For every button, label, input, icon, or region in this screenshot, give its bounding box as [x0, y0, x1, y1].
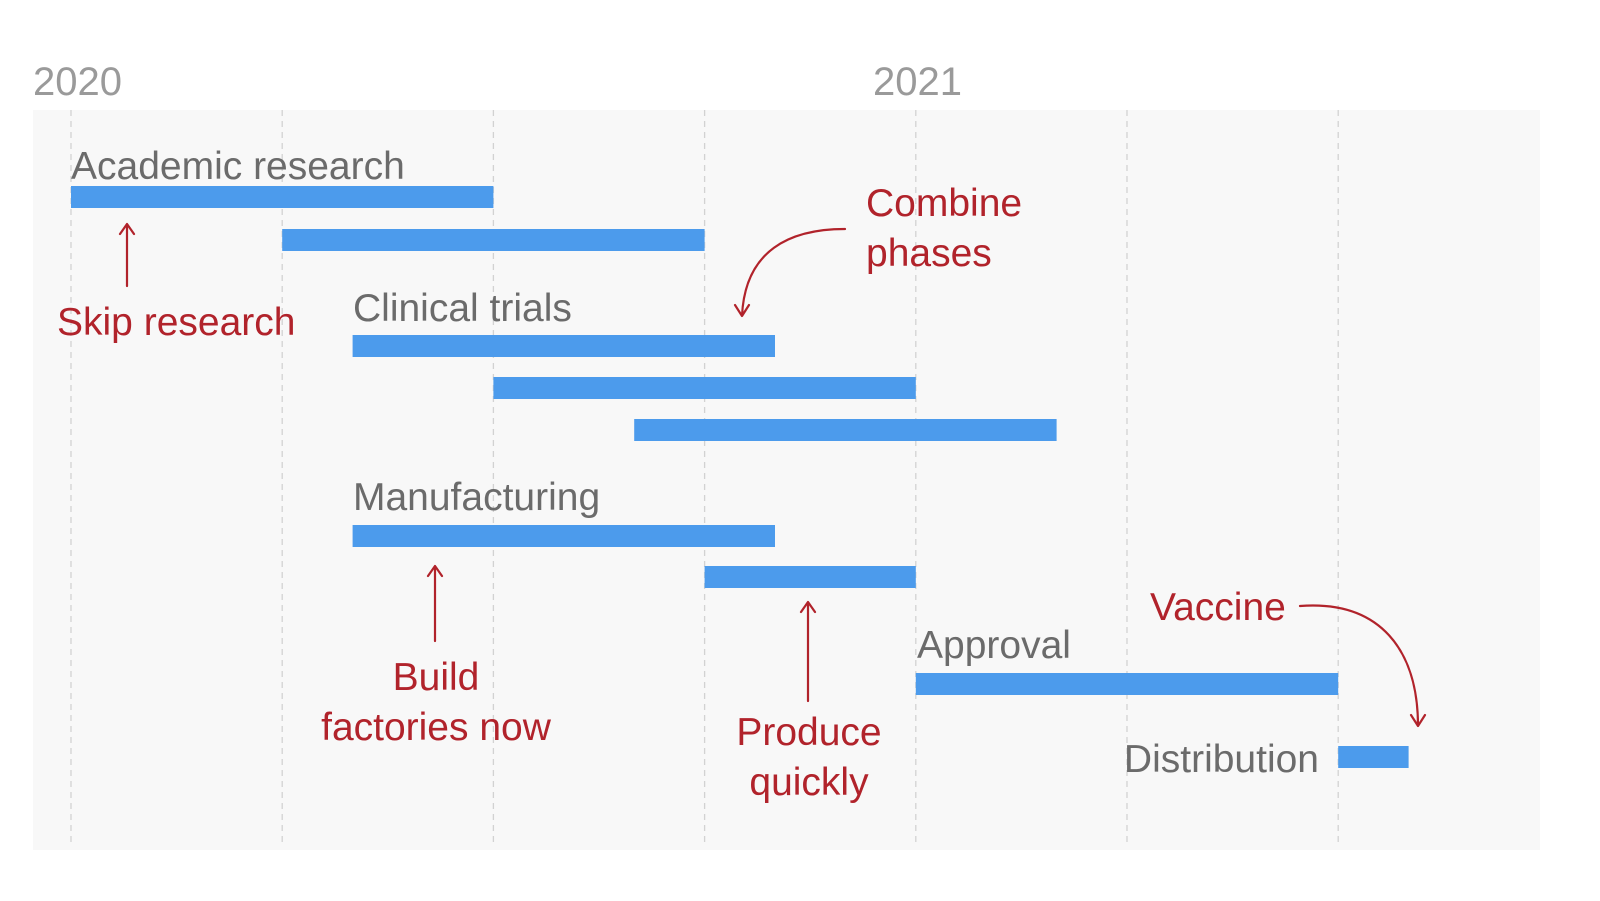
category-label: Manufacturing	[353, 476, 600, 519]
timeline-bar	[634, 419, 1057, 441]
annotation-text: factories now	[321, 706, 552, 749]
annotation-text: phases	[866, 232, 992, 275]
annotation-text: Build	[393, 656, 480, 699]
annotation-arrow	[118, 222, 136, 288]
annotations: Skip research Combine phases Build factories…	[57, 182, 1286, 804]
annotation-arrow	[426, 564, 444, 643]
timeline-bar	[915, 673, 1339, 695]
bars	[71, 186, 1409, 768]
timeline-bar	[704, 566, 916, 588]
timeline-bar	[352, 525, 775, 547]
annotation-text: Vaccine	[1150, 586, 1286, 629]
category-labels: Academic research Clinical trials Manufact…	[71, 145, 1319, 781]
timeline-bar	[1338, 746, 1409, 768]
annotation-text: Produce	[736, 711, 881, 754]
timeline-bar	[352, 335, 775, 357]
annotation-text: Combine	[866, 182, 1022, 225]
timeline-bar	[282, 229, 705, 251]
year-tick-label: 2021	[873, 60, 962, 104]
year-tick-label: 2020	[33, 60, 122, 104]
annotation-arrow	[733, 227, 847, 318]
category-label: Approval	[917, 624, 1071, 667]
annotation-arrow	[799, 600, 817, 703]
category-label: Clinical trials	[353, 287, 572, 330]
timeline-bar	[71, 186, 494, 208]
annotation-arrows	[118, 222, 1427, 728]
annotation-text: quickly	[749, 761, 869, 804]
annotation-text: Skip research	[57, 301, 295, 344]
annotation-arrow	[1298, 604, 1427, 728]
x-axis-ticks: 2020 2021	[33, 60, 962, 104]
category-label: Distribution	[1124, 738, 1319, 781]
category-label: Academic research	[71, 145, 405, 188]
timeline-bar	[493, 377, 916, 399]
